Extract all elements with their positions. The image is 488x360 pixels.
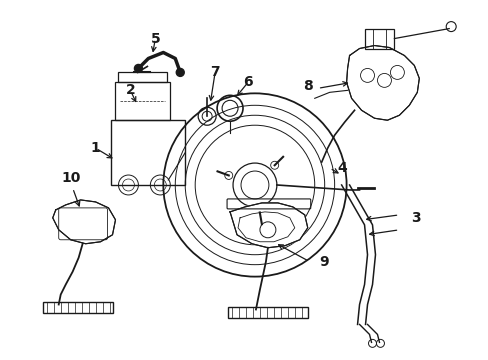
Circle shape — [134, 64, 142, 72]
Text: 7: 7 — [210, 66, 220, 80]
Text: 6: 6 — [243, 75, 252, 89]
Text: 4: 4 — [337, 161, 346, 175]
Text: 10: 10 — [61, 171, 80, 185]
Polygon shape — [346, 45, 419, 120]
Text: 9: 9 — [319, 255, 328, 269]
Text: 2: 2 — [125, 84, 135, 97]
Polygon shape — [229, 203, 307, 248]
Polygon shape — [53, 200, 115, 244]
Circle shape — [176, 68, 184, 76]
Text: 5: 5 — [150, 32, 160, 46]
Text: 1: 1 — [90, 141, 100, 155]
Text: 3: 3 — [410, 211, 420, 225]
Text: 8: 8 — [302, 79, 312, 93]
